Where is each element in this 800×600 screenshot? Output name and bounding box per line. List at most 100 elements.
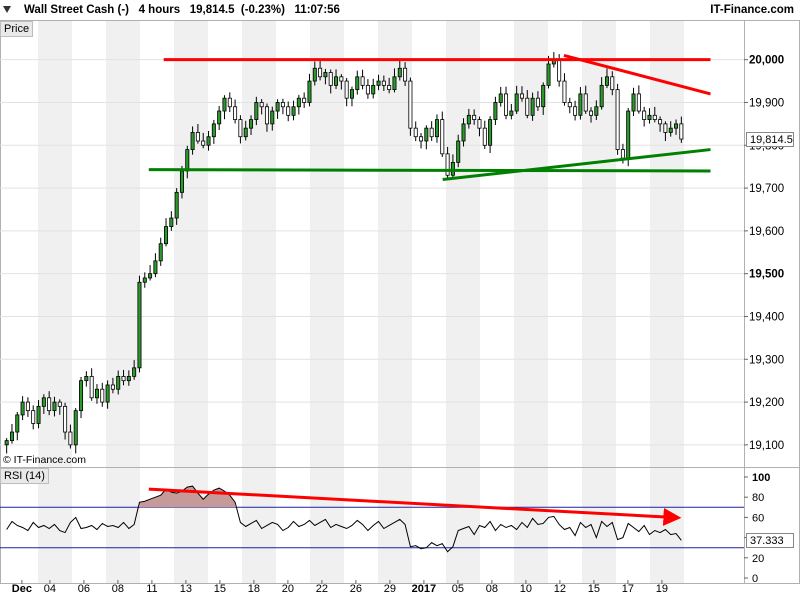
- price-candle: [94, 384, 99, 404]
- price-panel-label: Price: [0, 21, 34, 37]
- price-candle: [413, 121, 418, 142]
- price-candle: [158, 237, 163, 266]
- brand-label: IT-Finance.com: [710, 4, 794, 16]
- last-rsi-label: 37.333: [746, 533, 794, 549]
- price-candle: [466, 108, 471, 129]
- price-candle: [110, 377, 115, 394]
- price-candle: [525, 89, 530, 119]
- price-candle: [79, 377, 84, 419]
- day-shade-band: [446, 21, 480, 584]
- price-tick-label: 20,000: [749, 55, 784, 67]
- price-candle: [546, 55, 551, 89]
- price-candle: [137, 275, 142, 373]
- price-candle: [20, 396, 25, 421]
- price-candle: [493, 96, 498, 125]
- price-candle: [408, 77, 413, 136]
- price-candle: [270, 106, 275, 131]
- price-candle: [302, 92, 307, 108]
- price-candle: [658, 116, 663, 132]
- price-candle: [456, 134, 461, 168]
- price-candle: [254, 96, 259, 126]
- price-candle: [73, 408, 78, 454]
- price-candle: [238, 115, 243, 144]
- price-candle: [519, 86, 524, 102]
- price-candle: [68, 424, 73, 449]
- day-shade-band: [242, 21, 276, 584]
- price-candle: [578, 87, 583, 120]
- support-trendline[interactable]: [148, 168, 711, 173]
- price-candle: [334, 69, 339, 90]
- rsi-trendline[interactable]: [148, 487, 682, 526]
- price-candle: [604, 68, 609, 89]
- x-tick-label: 05: [452, 583, 464, 595]
- x-tick-label: 20: [282, 583, 294, 595]
- price-candle: [403, 62, 408, 87]
- price-candle: [461, 118, 466, 147]
- day-shade-band: [310, 21, 344, 584]
- price-candle: [365, 79, 370, 99]
- support-trendline[interactable]: [442, 148, 711, 182]
- price-candle: [323, 68, 328, 85]
- day-shade-band: [378, 21, 412, 584]
- price-candle: [84, 371, 89, 387]
- price-candle: [472, 109, 477, 125]
- price-candle: [450, 154, 455, 179]
- rsi-tick-label: 20: [752, 553, 764, 565]
- price-tick-label: 19,500: [749, 269, 784, 281]
- price-candle: [328, 69, 333, 94]
- price-candle: [392, 68, 397, 93]
- price-candle: [126, 370, 131, 386]
- x-tick-label: 08: [486, 583, 498, 595]
- price-candle: [312, 61, 317, 86]
- price-candle: [344, 77, 349, 107]
- day-shade-band: [106, 21, 140, 584]
- price-candle: [429, 121, 434, 141]
- price-candle: [514, 85, 519, 115]
- x-tick-label: 04: [44, 583, 56, 595]
- price-candle: [434, 114, 439, 143]
- price-tick-label: 19,300: [749, 354, 784, 366]
- price-candle: [381, 75, 386, 91]
- price-candle: [573, 100, 578, 121]
- price-candle: [349, 86, 354, 107]
- price-candle: [296, 94, 301, 115]
- price-candle: [424, 125, 429, 150]
- price-candle: [541, 82, 546, 115]
- price-candle: [567, 97, 572, 114]
- price-candle: [504, 86, 509, 120]
- price-tick-label: 19,600: [749, 226, 784, 238]
- x-tick-label: 12: [554, 583, 566, 595]
- price-candle: [9, 423, 14, 444]
- price-candle: [594, 100, 599, 121]
- x-tick-label: 17: [622, 583, 634, 595]
- price-candle: [148, 265, 153, 281]
- price-candle: [100, 382, 105, 407]
- rsi-line: [6, 485, 682, 553]
- price-candle: [52, 396, 57, 417]
- price-candle: [259, 99, 264, 115]
- x-tick-label: 15: [214, 583, 226, 595]
- price-candle: [195, 123, 200, 144]
- x-tick-label: 15: [588, 583, 600, 595]
- price-candle: [509, 103, 514, 120]
- price-candle: [679, 116, 684, 143]
- price-candle: [25, 397, 30, 417]
- price-candle: [286, 101, 291, 122]
- symbol-menu-icon[interactable]: [3, 6, 11, 13]
- price-candle: [233, 99, 238, 124]
- price-candle: [206, 130, 211, 151]
- rsi-panel-label: RSI (14): [0, 468, 49, 484]
- price-candle: [318, 60, 323, 81]
- price-candle: [445, 146, 450, 180]
- rsi-tick-label: 100: [752, 472, 770, 484]
- price-candle: [264, 103, 269, 132]
- price-candle: [217, 106, 222, 131]
- price-candle: [397, 60, 402, 81]
- price-candle: [376, 74, 381, 91]
- price-candle: [360, 69, 365, 90]
- price-candle: [132, 360, 137, 380]
- resistance-trendline[interactable]: [563, 53, 711, 96]
- x-tick-label: 10: [520, 583, 532, 595]
- price-candle: [615, 83, 620, 155]
